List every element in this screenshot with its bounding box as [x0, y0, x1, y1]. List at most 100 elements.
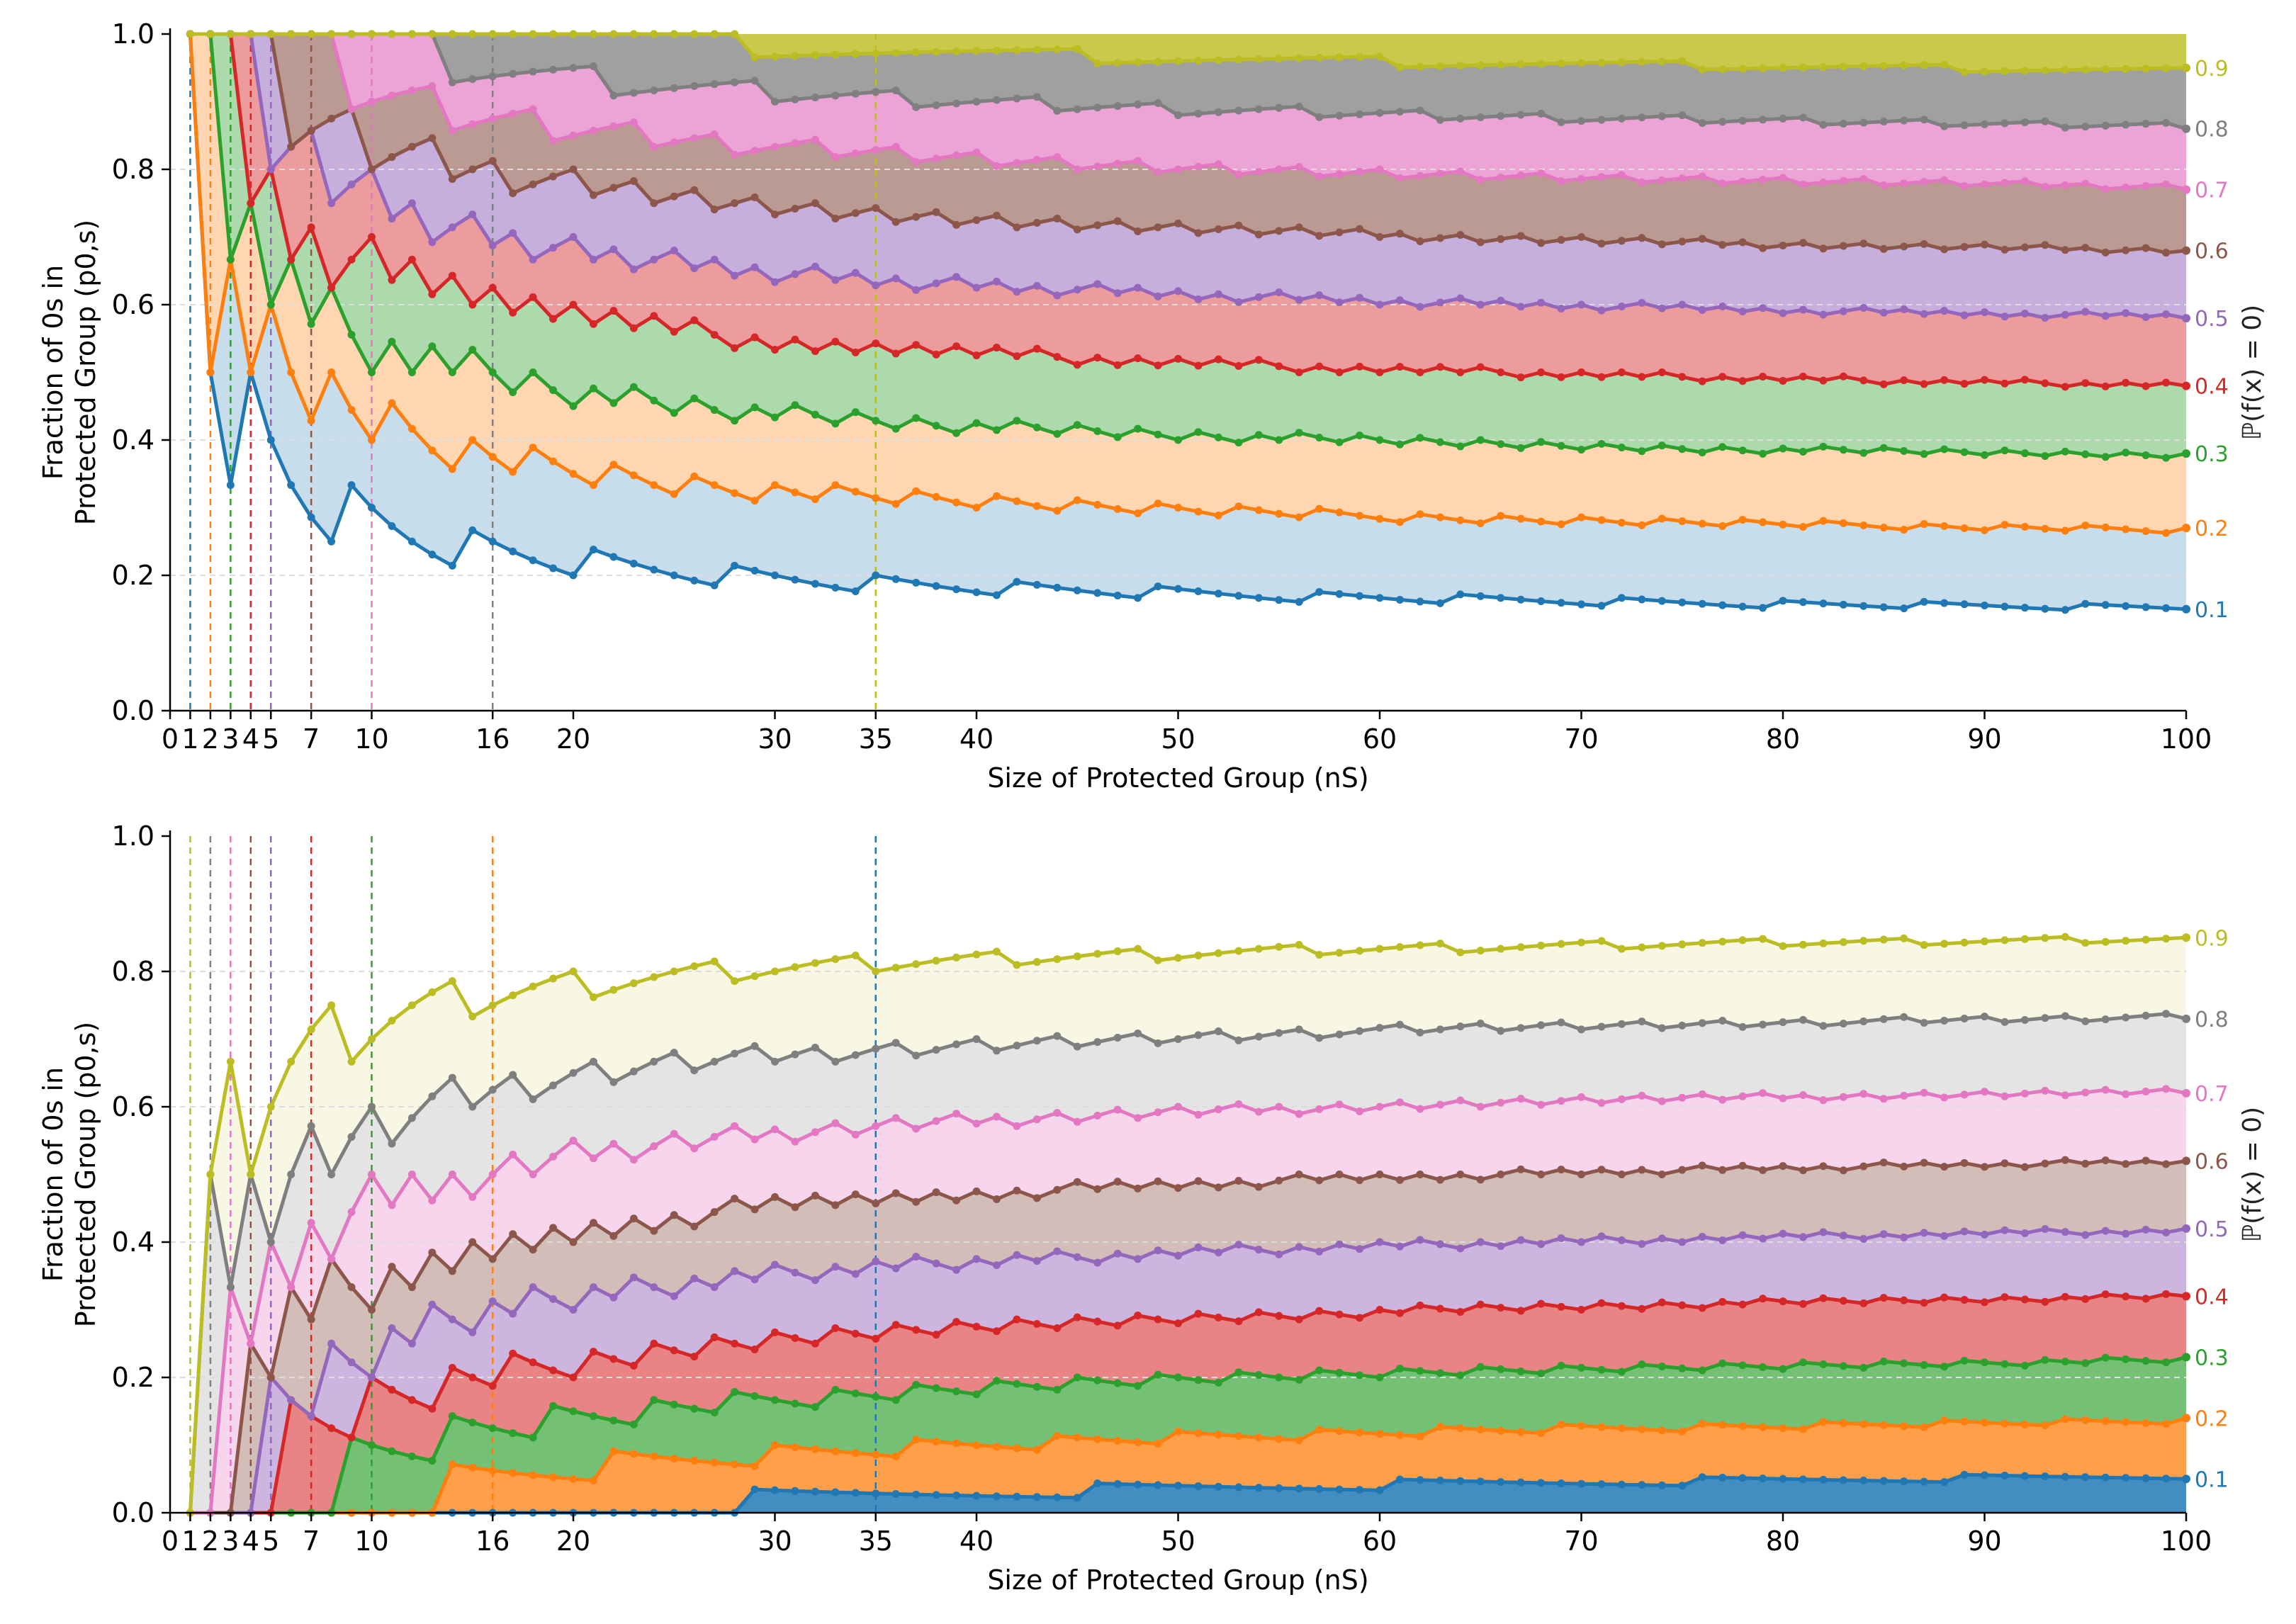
data-point: [1960, 121, 1969, 130]
data-point: [1315, 1176, 1324, 1185]
data-point: [1799, 1425, 1807, 1433]
data-point: [1174, 1482, 1182, 1490]
data-point: [1960, 1227, 1969, 1236]
data-point: [1395, 1364, 1404, 1372]
data-point: [1698, 1366, 1706, 1375]
data-point: [1799, 63, 1807, 72]
data-point: [1073, 105, 1081, 113]
data-point: [1395, 108, 1404, 116]
data-point: [1395, 174, 1404, 183]
data-point: [1315, 434, 1324, 442]
data-point: [1395, 1475, 1404, 1484]
data-point: [1839, 242, 1847, 250]
data-point: [1799, 940, 1807, 949]
data-point: [972, 588, 981, 597]
data-point: [1194, 56, 1203, 64]
data-point: [1900, 1477, 1908, 1486]
data-point: [2041, 313, 2049, 322]
data-point: [1456, 1244, 1465, 1253]
data-point: [1436, 169, 1444, 178]
data-point: [2101, 382, 2110, 390]
data-point: [529, 1246, 537, 1254]
data-point: [750, 566, 759, 575]
data-point: [1375, 514, 1384, 523]
data-point: [932, 957, 940, 965]
data-point: [831, 50, 840, 59]
data-point: [891, 500, 900, 508]
data-point: [509, 30, 517, 38]
data-point: [1638, 234, 1646, 242]
data-point: [791, 52, 799, 60]
data-point: [1174, 1103, 1182, 1111]
data-point: [1658, 1363, 1666, 1371]
data-point: [1839, 1476, 1847, 1484]
x-tick-label: 2: [202, 723, 219, 755]
x-tick-label: 16: [475, 723, 510, 755]
data-point: [1759, 518, 1767, 526]
data-point: [1436, 1175, 1444, 1184]
data-point: [569, 1137, 578, 1145]
data-point: [1356, 1107, 1364, 1115]
data-point: [1174, 1184, 1182, 1192]
data-point: [1900, 447, 1908, 456]
data-point: [1013, 1492, 1021, 1501]
data-point: [1516, 943, 1525, 952]
data-point: [407, 1452, 416, 1460]
data-point: [992, 591, 1001, 599]
data-point: [629, 265, 638, 274]
data-point: [2142, 244, 2150, 252]
data-point: [2000, 379, 2009, 388]
band-p0.4: [190, 34, 2187, 387]
band-p0.6: [190, 34, 2187, 253]
data-point: [912, 1326, 921, 1334]
data-point: [1799, 305, 1807, 314]
data-point: [952, 1387, 961, 1396]
data-point: [1960, 524, 1969, 532]
data-point: [1960, 182, 1969, 191]
data-point: [1113, 1321, 1122, 1330]
data-point: [1375, 368, 1384, 376]
data-point: [1819, 1294, 1828, 1302]
data-point: [1436, 298, 1444, 307]
data-point: [589, 1154, 597, 1163]
bottom-panel: 0 1 2 3 4 5 7 10 16 20 30 35 40 50 60 70 80 90 1000.00.20.…: [38, 821, 2267, 1596]
data-point: [2101, 1417, 2110, 1426]
data-point: [932, 1188, 940, 1197]
data-point: [2020, 1295, 2029, 1304]
data-point: [1859, 376, 1868, 385]
data-point: [1174, 111, 1182, 120]
end-point: [2182, 1088, 2190, 1098]
data-point: [1678, 598, 1687, 607]
data-point: [1597, 306, 1606, 315]
data-point: [549, 30, 558, 38]
data-point: [1981, 67, 1988, 76]
data-point: [2101, 1086, 2110, 1094]
data-point: [1395, 595, 1404, 604]
data-point: [1597, 1099, 1606, 1107]
data-point: [1960, 1015, 1969, 1023]
data-point: [1134, 944, 1142, 953]
data-point: [1013, 352, 1021, 361]
data-point: [1356, 1027, 1364, 1035]
data-point: [1134, 1184, 1142, 1192]
data-point: [488, 114, 497, 123]
data-point: [1960, 242, 1969, 251]
data-point: [650, 199, 658, 208]
data-point: [1516, 1024, 1525, 1032]
data-point: [1799, 1015, 1807, 1024]
data-point: [327, 1424, 336, 1433]
data-point: [1093, 949, 1102, 958]
data-point: [811, 580, 819, 588]
data-point: [1093, 221, 1102, 230]
data-point: [1254, 105, 1263, 113]
data-point: [2020, 1016, 2029, 1025]
data-point: [1335, 1171, 1344, 1178]
data-point: [670, 1455, 678, 1463]
data-point: [2142, 313, 2150, 322]
data-point: [1456, 1371, 1465, 1380]
data-point: [1718, 522, 1727, 531]
data-point: [1093, 1376, 1102, 1385]
data-point: [952, 1318, 961, 1326]
data-point: [1738, 64, 1747, 73]
data-point: [1013, 1315, 1021, 1324]
